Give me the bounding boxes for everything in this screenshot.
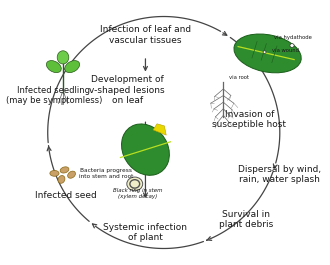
Ellipse shape [58,175,65,183]
Text: Dispersal by wind,
rain, water splash: Dispersal by wind, rain, water splash [238,165,321,184]
Circle shape [263,51,266,54]
Text: via hydathode: via hydathode [274,35,312,40]
Text: Survival in
plant debris: Survival in plant debris [219,210,273,229]
Ellipse shape [121,124,169,175]
Polygon shape [153,124,166,135]
Text: Invasion of
susceptible host: Invasion of susceptible host [212,110,286,129]
Ellipse shape [57,51,69,64]
Ellipse shape [65,61,80,73]
Text: Infected seed: Infected seed [35,191,97,200]
Ellipse shape [68,171,76,178]
Text: Bacteria progress
into stem and root: Bacteria progress into stem and root [79,168,133,179]
Ellipse shape [234,34,301,73]
Text: Infected seedling
(may be symptomless): Infected seedling (may be symptomless) [6,86,102,105]
Ellipse shape [47,61,61,73]
Text: Black ring in stem
(xylem decay): Black ring in stem (xylem decay) [113,188,163,198]
Ellipse shape [50,170,59,176]
Text: Systemic infection
of plant: Systemic infection of plant [103,223,187,242]
Circle shape [290,44,294,47]
Ellipse shape [60,167,69,173]
Text: Development of
v-shaped lesions
on leaf: Development of v-shaped lesions on leaf [89,76,165,105]
Text: Infection of leaf and
vascular tissues: Infection of leaf and vascular tissues [100,25,191,45]
Text: via root: via root [228,75,248,80]
Text: via wound: via wound [272,48,299,53]
Circle shape [127,177,143,191]
